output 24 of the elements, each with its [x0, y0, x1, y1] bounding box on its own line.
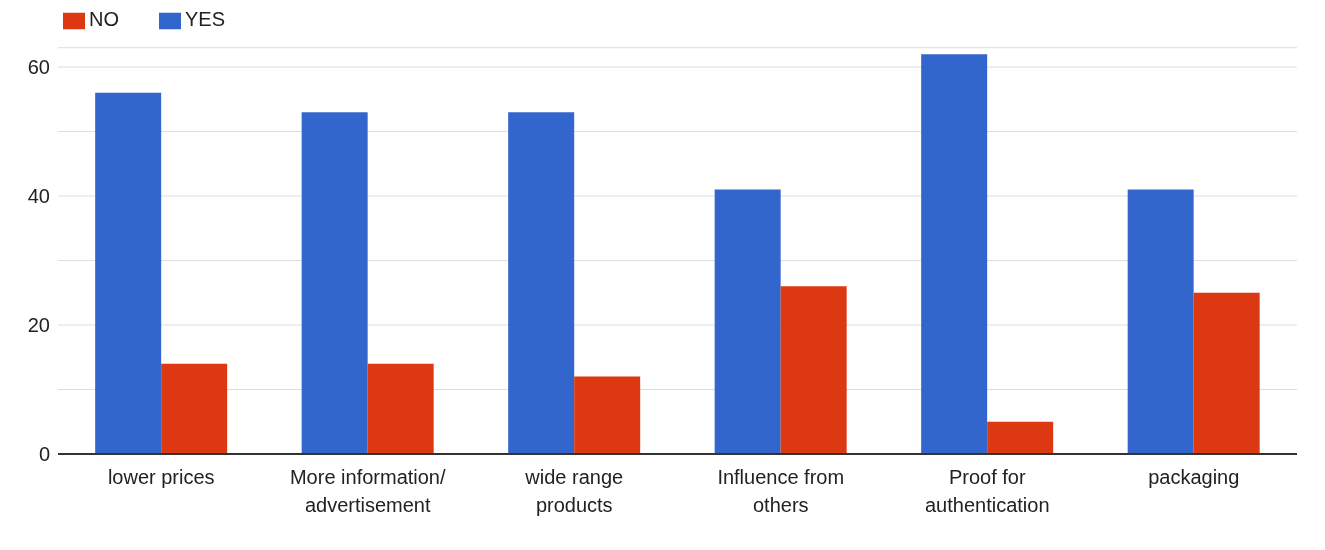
bar — [1127, 189, 1194, 454]
y-tick-label: 40 — [27, 185, 50, 208]
x-tick-label: wide range products — [524, 466, 624, 516]
x-tick-label: packaging — [1148, 466, 1240, 488]
y-tick-label: 0 — [38, 443, 50, 466]
bar — [367, 363, 434, 454]
legend-label: YES — [185, 8, 226, 30]
bar — [780, 286, 847, 454]
x-tick-label: Proof for authentication — [924, 466, 1050, 516]
legend-label: NO — [89, 8, 119, 30]
bar — [301, 112, 368, 454]
y-tick-label: 60 — [27, 56, 50, 79]
bar — [921, 54, 988, 454]
y-tick-label: 20 — [27, 314, 50, 337]
bar — [161, 363, 228, 454]
bar — [1193, 292, 1260, 454]
bar — [508, 112, 575, 454]
bar — [987, 421, 1054, 454]
x-tick-label: lower prices — [107, 466, 215, 488]
bar — [714, 189, 781, 454]
bar — [95, 92, 162, 454]
bar — [574, 376, 641, 454]
x-tick-label: Influence from others — [717, 466, 845, 516]
x-tick-label: More information/ advertisement — [289, 466, 446, 516]
